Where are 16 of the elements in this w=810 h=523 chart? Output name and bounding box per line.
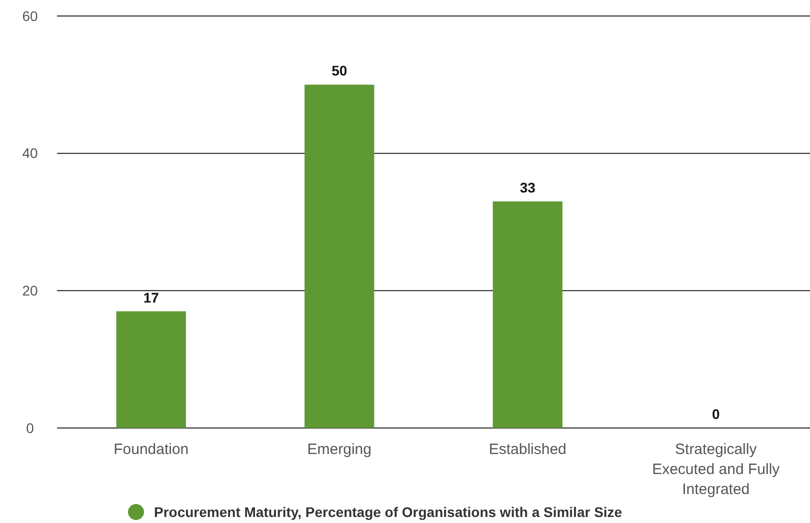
bar	[492, 201, 562, 428]
bar	[116, 311, 186, 428]
y-tick-label: 60	[22, 8, 38, 24]
data-label: 17	[143, 289, 160, 306]
data-label: 50	[332, 62, 348, 79]
y-tick-label: 20	[22, 282, 38, 299]
data-label: 33	[520, 179, 536, 196]
legend-label: Procurement Maturity, Percentage of Organisations with a Similar Size	[154, 504, 622, 520]
x-tick-label: Strategically Executed and Fully Integrated	[652, 441, 780, 498]
x-tick-label: Foundation	[114, 441, 189, 458]
data-label: 0	[712, 406, 720, 422]
y-tick-label: 40	[22, 145, 38, 162]
x-tick-label: Emerging	[307, 441, 372, 458]
bar	[304, 84, 374, 428]
x-tick-label: Established	[488, 441, 566, 458]
y-tick-label: 0	[26, 420, 34, 436]
